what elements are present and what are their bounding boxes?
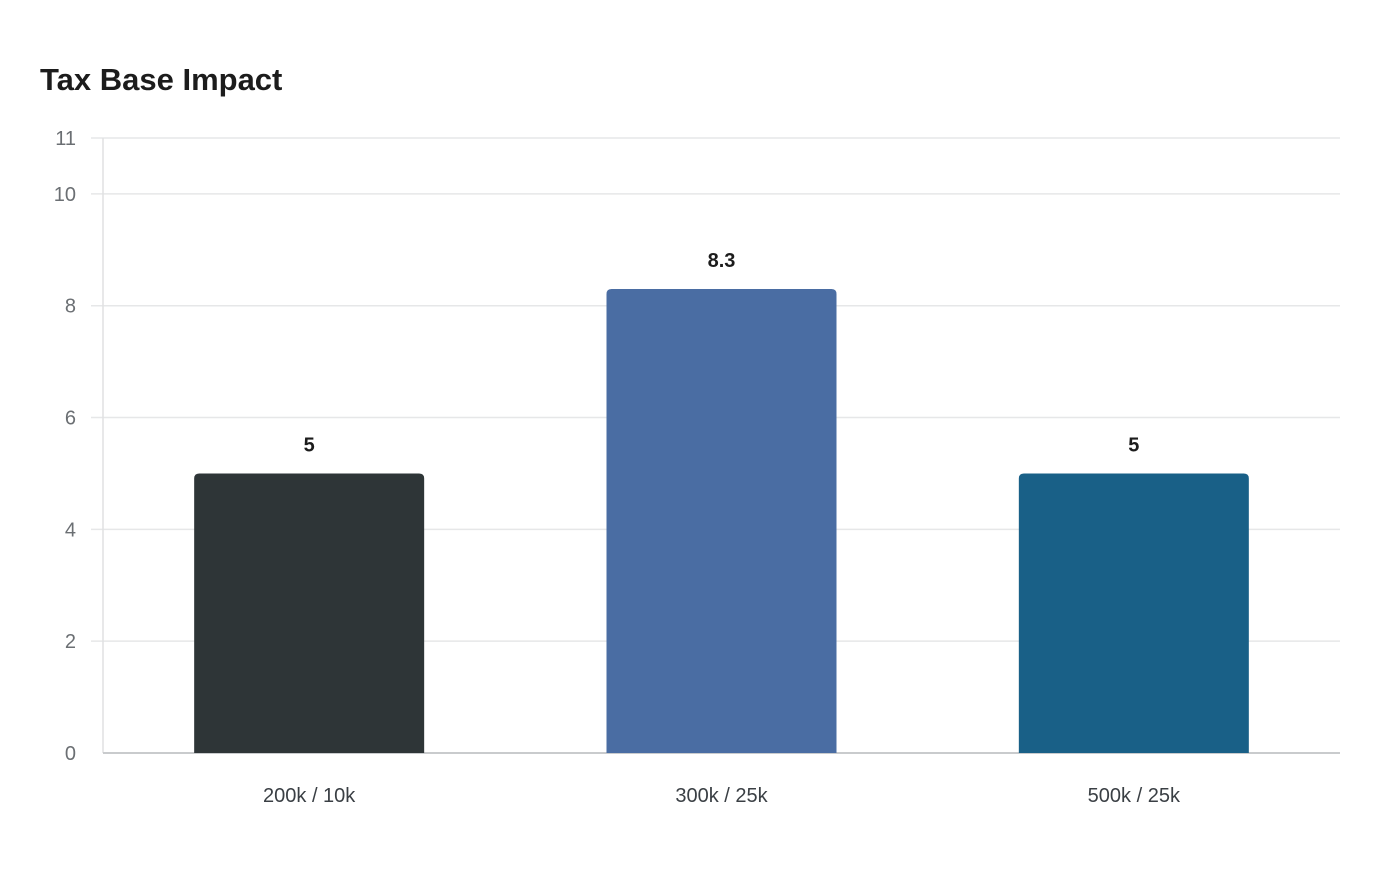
bar-value-label: 5 — [1128, 434, 1139, 456]
x-tick-label: 500k / 25k — [1088, 785, 1181, 807]
labels: 5 200k / 10k 8.3 300k / 25k 5 500k / 25k — [263, 250, 1181, 807]
bar-value-label: 5 — [304, 434, 315, 456]
y-tick-label: 6 — [65, 408, 76, 430]
y-tick-label: 2 — [65, 631, 76, 653]
y-tick-label: 8 — [65, 296, 76, 318]
y-tick-label: 0 — [65, 743, 76, 765]
chart-title: Tax Base Impact — [40, 62, 283, 97]
bars — [194, 288, 1249, 753]
y-tick-label: 11 — [55, 128, 76, 150]
x-tick-label: 300k / 25k — [675, 785, 768, 807]
x-tick-label: 200k / 10k — [263, 785, 356, 807]
y-tick-label: 4 — [65, 519, 76, 541]
bar — [1018, 473, 1249, 753]
bar-value-label: 8.3 — [708, 250, 736, 272]
bar — [606, 288, 837, 753]
bar — [194, 473, 425, 753]
y-tick-label: 10 — [54, 184, 76, 206]
